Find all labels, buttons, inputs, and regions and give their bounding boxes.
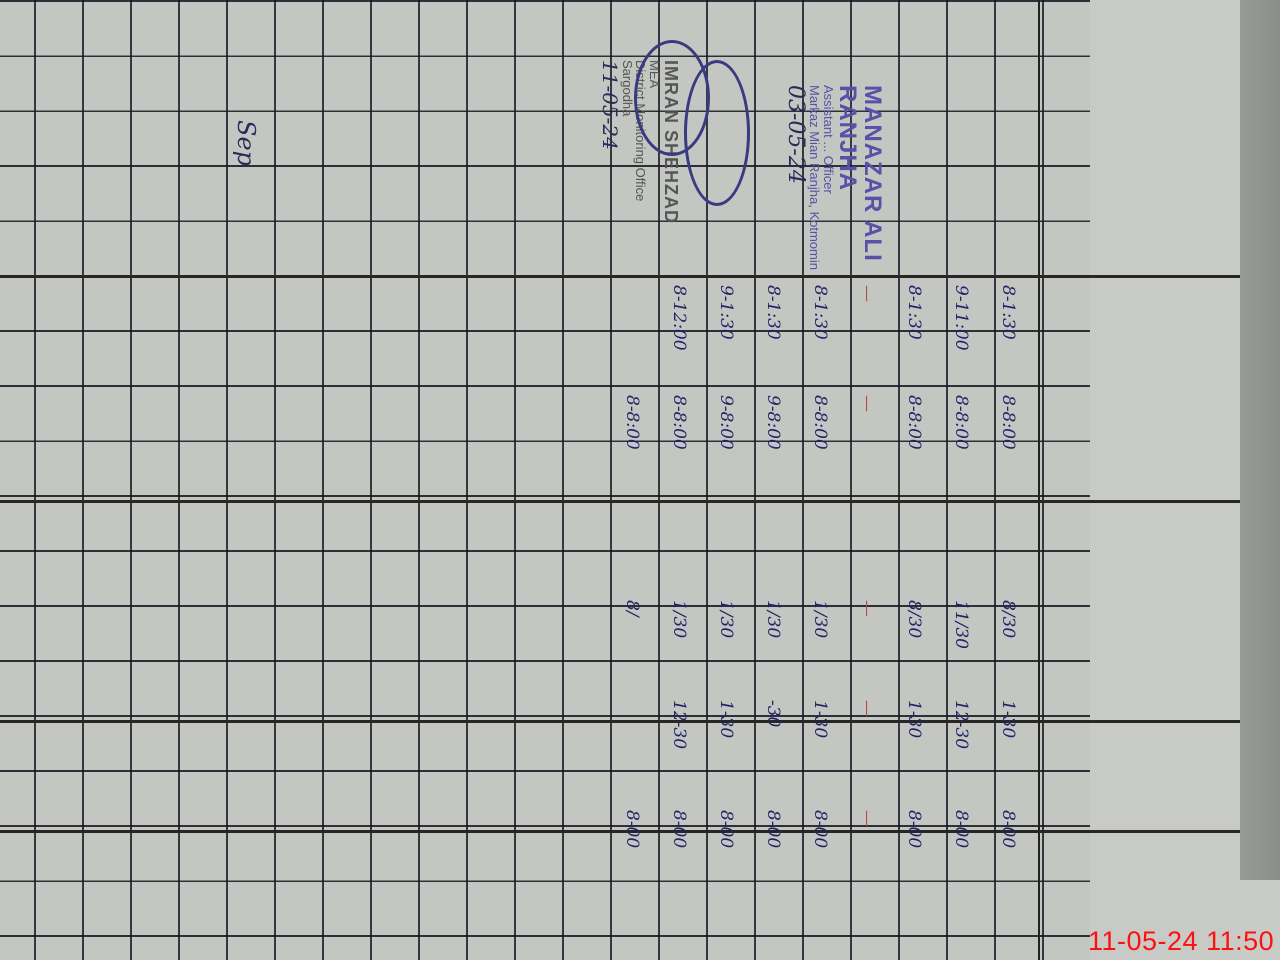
register-cell: 8-00 — [716, 810, 736, 849]
register-cell: 9-8:00 — [763, 395, 783, 450]
register-cell: — — [857, 395, 877, 412]
register-cell: — — [857, 285, 877, 302]
stamp-place: Markaz Mian Ranjha, Kotmomin — [806, 85, 822, 270]
register-cell: -30 — [763, 700, 783, 728]
register-cell: 8-8:00 — [998, 395, 1018, 450]
register-cell: 1/30 — [669, 600, 689, 639]
register-cell: 8-00 — [763, 810, 783, 849]
register-cell: 12-30 — [951, 700, 971, 750]
register-cell: 8-00 — [998, 810, 1018, 849]
register-cell: 11/30 — [951, 600, 971, 649]
register-cell: 8-8:00 — [669, 395, 689, 450]
register-cell: 1/30 — [810, 600, 830, 639]
stamp-officer: MANAZAR ALI RANJHA Assistant ... Officer… — [783, 85, 886, 275]
register-cell: 1-30 — [904, 700, 924, 739]
register-cell: 8-00 — [622, 810, 642, 849]
register-cell: 9-1:30 — [716, 285, 736, 340]
signature — [634, 40, 710, 156]
column-divider — [0, 275, 1240, 278]
register-cell: 1/30 — [716, 600, 736, 639]
register-cell: 1-30 — [716, 700, 736, 739]
register-cell: 8-8:00 — [622, 395, 642, 450]
register-cell: 8/ — [622, 600, 642, 617]
register-cell: 1/30 — [763, 600, 783, 639]
register-cell: 8-1:30 — [904, 285, 924, 340]
register-page: 8-1:30 8-8:00 8/30 1-30 8-00 9-11:00 8-8:00 11/… — [0, 0, 1240, 960]
register-cell: 12-30 — [669, 700, 689, 750]
register-cell: 8-00 — [904, 810, 924, 849]
stamp-title: Assistant ... Officer — [820, 85, 836, 194]
column-header-row — [1038, 0, 1090, 960]
column-divider — [0, 720, 1240, 723]
register-cell: 8-1:30 — [763, 285, 783, 340]
register-cell: — — [857, 700, 877, 717]
column-divider — [0, 500, 1240, 503]
register-cell: 8-00 — [810, 810, 830, 849]
register-cell: 8/30 — [904, 600, 924, 639]
register-cell: — — [857, 600, 877, 617]
register-cell: 8-8:00 — [810, 395, 830, 450]
register-cell: 8-8:00 — [951, 395, 971, 450]
page-header — [1090, 0, 1240, 960]
register-cell: 8-12:00 — [669, 285, 689, 351]
register-cell: 8-1:30 — [998, 285, 1018, 340]
register-cell: 8-8:00 — [904, 395, 924, 450]
register-cell: — — [857, 810, 877, 827]
register-cell: 1-30 — [810, 700, 830, 739]
register-cell: 8-00 — [669, 810, 689, 849]
register-cell: 8-00 — [951, 810, 971, 849]
stamp-date: 03-05-24 — [783, 85, 809, 184]
stamp-name: MANAZAR ALI RANJHA — [833, 85, 886, 262]
month-label: Sep — [232, 120, 260, 167]
register-cell: 8/30 — [998, 600, 1018, 639]
register-cell: 1-30 — [998, 700, 1018, 739]
photo-timestamp: 11-05-24 11:50 — [1088, 926, 1275, 956]
register-cell: 9-8:00 — [716, 395, 736, 450]
register-cell: 8-1:30 — [810, 285, 830, 340]
stamp-date: 11-05-24 — [598, 60, 623, 150]
column-divider — [0, 830, 1240, 833]
register-cell: 9-11:00 — [951, 285, 971, 351]
stamp-city: Sargodha — [619, 60, 635, 117]
